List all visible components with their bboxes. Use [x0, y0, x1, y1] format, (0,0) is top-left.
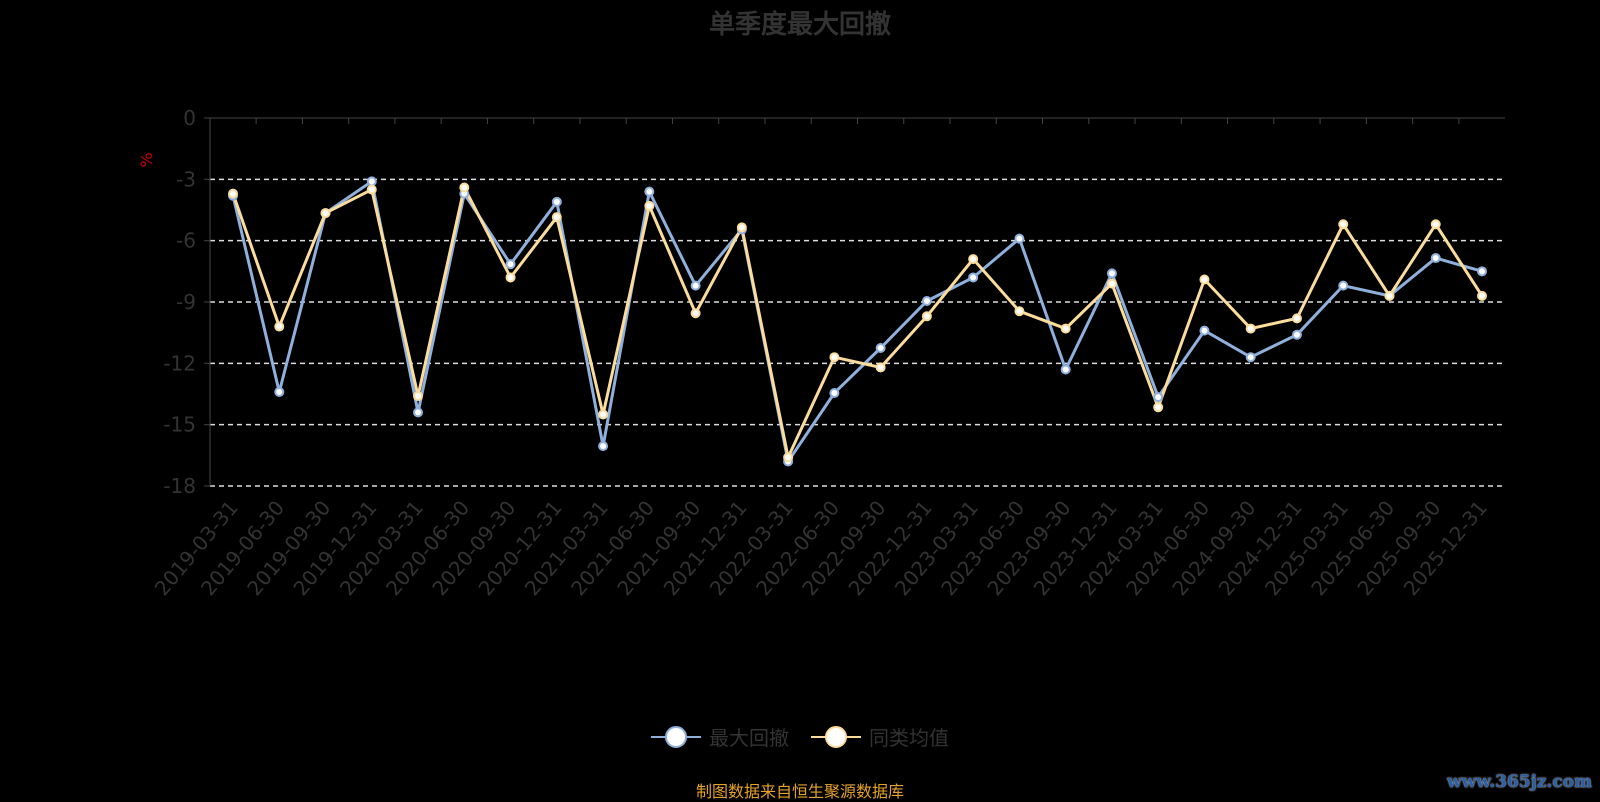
data-point-series-1 — [1106, 278, 1117, 289]
data-point-series-1 — [274, 321, 285, 332]
data-point-series-1 — [690, 308, 701, 319]
data-point-series-1 — [320, 208, 331, 219]
y-tick-label: -6 — [176, 229, 196, 253]
data-point-series-0 — [690, 280, 701, 291]
source-note: 制图数据来自恒生聚源数据库 — [695, 782, 904, 801]
data-point-series-0 — [413, 407, 424, 418]
data-point-series-0 — [829, 387, 840, 398]
data-point-series-1 — [1384, 290, 1395, 301]
data-point-series-1 — [1430, 219, 1441, 230]
data-point-series-0 — [274, 386, 285, 397]
data-point-series-1 — [829, 352, 840, 363]
data-point-series-1 — [551, 212, 562, 223]
data-point-series-1 — [366, 184, 377, 195]
data-point-series-0 — [968, 272, 979, 283]
y-tick-label: 0 — [183, 106, 196, 130]
legend-marker-icon — [811, 725, 861, 748]
legend-item-series-1[interactable]: 同类均值 — [811, 722, 949, 751]
y-tick-label: -12 — [163, 351, 196, 375]
series-line-0 — [231, 178, 1483, 466]
data-point-series-1 — [459, 182, 470, 193]
legend: 最大回撤 同类均值 — [0, 722, 1600, 751]
series-line-1 — [231, 183, 1484, 463]
legend-label: 同类均值 — [869, 726, 949, 750]
data-point-series-0 — [875, 343, 886, 353]
chart-title: 单季度最大回撤 — [708, 10, 891, 40]
data-point-series-0 — [1477, 266, 1487, 277]
data-point-series-0 — [644, 186, 655, 197]
data-point-series-1 — [783, 452, 794, 463]
y-tick-label: -15 — [163, 413, 196, 437]
legend-item-series-0[interactable]: 最大回撤 — [651, 722, 789, 751]
data-point-series-0 — [1060, 364, 1071, 375]
data-point-series-0 — [366, 176, 377, 187]
data-point-series-0 — [1245, 352, 1256, 363]
data-point-series-0 — [1338, 280, 1349, 291]
data-point-series-1 — [875, 362, 886, 373]
watermark: www.365jz.com — [1447, 772, 1592, 792]
data-point-series-0 — [505, 259, 516, 270]
legend-marker-icon — [651, 725, 701, 748]
data-point-series-0 — [1153, 392, 1164, 403]
data-point-series-1 — [1199, 274, 1210, 285]
data-point-series-1 — [644, 200, 655, 211]
data-point-series-0 — [598, 441, 609, 452]
data-point-series-1 — [968, 254, 979, 265]
data-point-series-1 — [1153, 402, 1164, 413]
data-point-series-0 — [1014, 233, 1025, 244]
data-point-series-1 — [1060, 323, 1071, 334]
data-point-series-1 — [598, 409, 609, 420]
data-point-series-1 — [505, 272, 516, 283]
data-point-series-0 — [921, 295, 932, 306]
data-point-series-1 — [228, 188, 238, 199]
y-tick-label: -9 — [176, 290, 196, 314]
data-point-series-1 — [1014, 306, 1025, 317]
data-point-series-1 — [736, 222, 747, 233]
data-point-series-1 — [1291, 313, 1302, 324]
data-point-series-0 — [1106, 268, 1117, 279]
data-point-series-1 — [921, 311, 932, 322]
legend-label: 最大回撤 — [709, 726, 789, 750]
y-tick-label: -18 — [163, 474, 196, 498]
data-point-series-0 — [1291, 329, 1302, 340]
data-point-series-1 — [413, 391, 424, 402]
data-point-series-0 — [1430, 253, 1441, 264]
data-point-series-0 — [551, 196, 562, 207]
data-point-series-1 — [1477, 290, 1487, 301]
y-tick-label: -3 — [176, 167, 196, 191]
data-point-series-1 — [1245, 323, 1256, 334]
data-point-series-0 — [1199, 325, 1210, 336]
data-point-series-1 — [1338, 219, 1349, 230]
y-axis-label: % — [137, 152, 156, 167]
